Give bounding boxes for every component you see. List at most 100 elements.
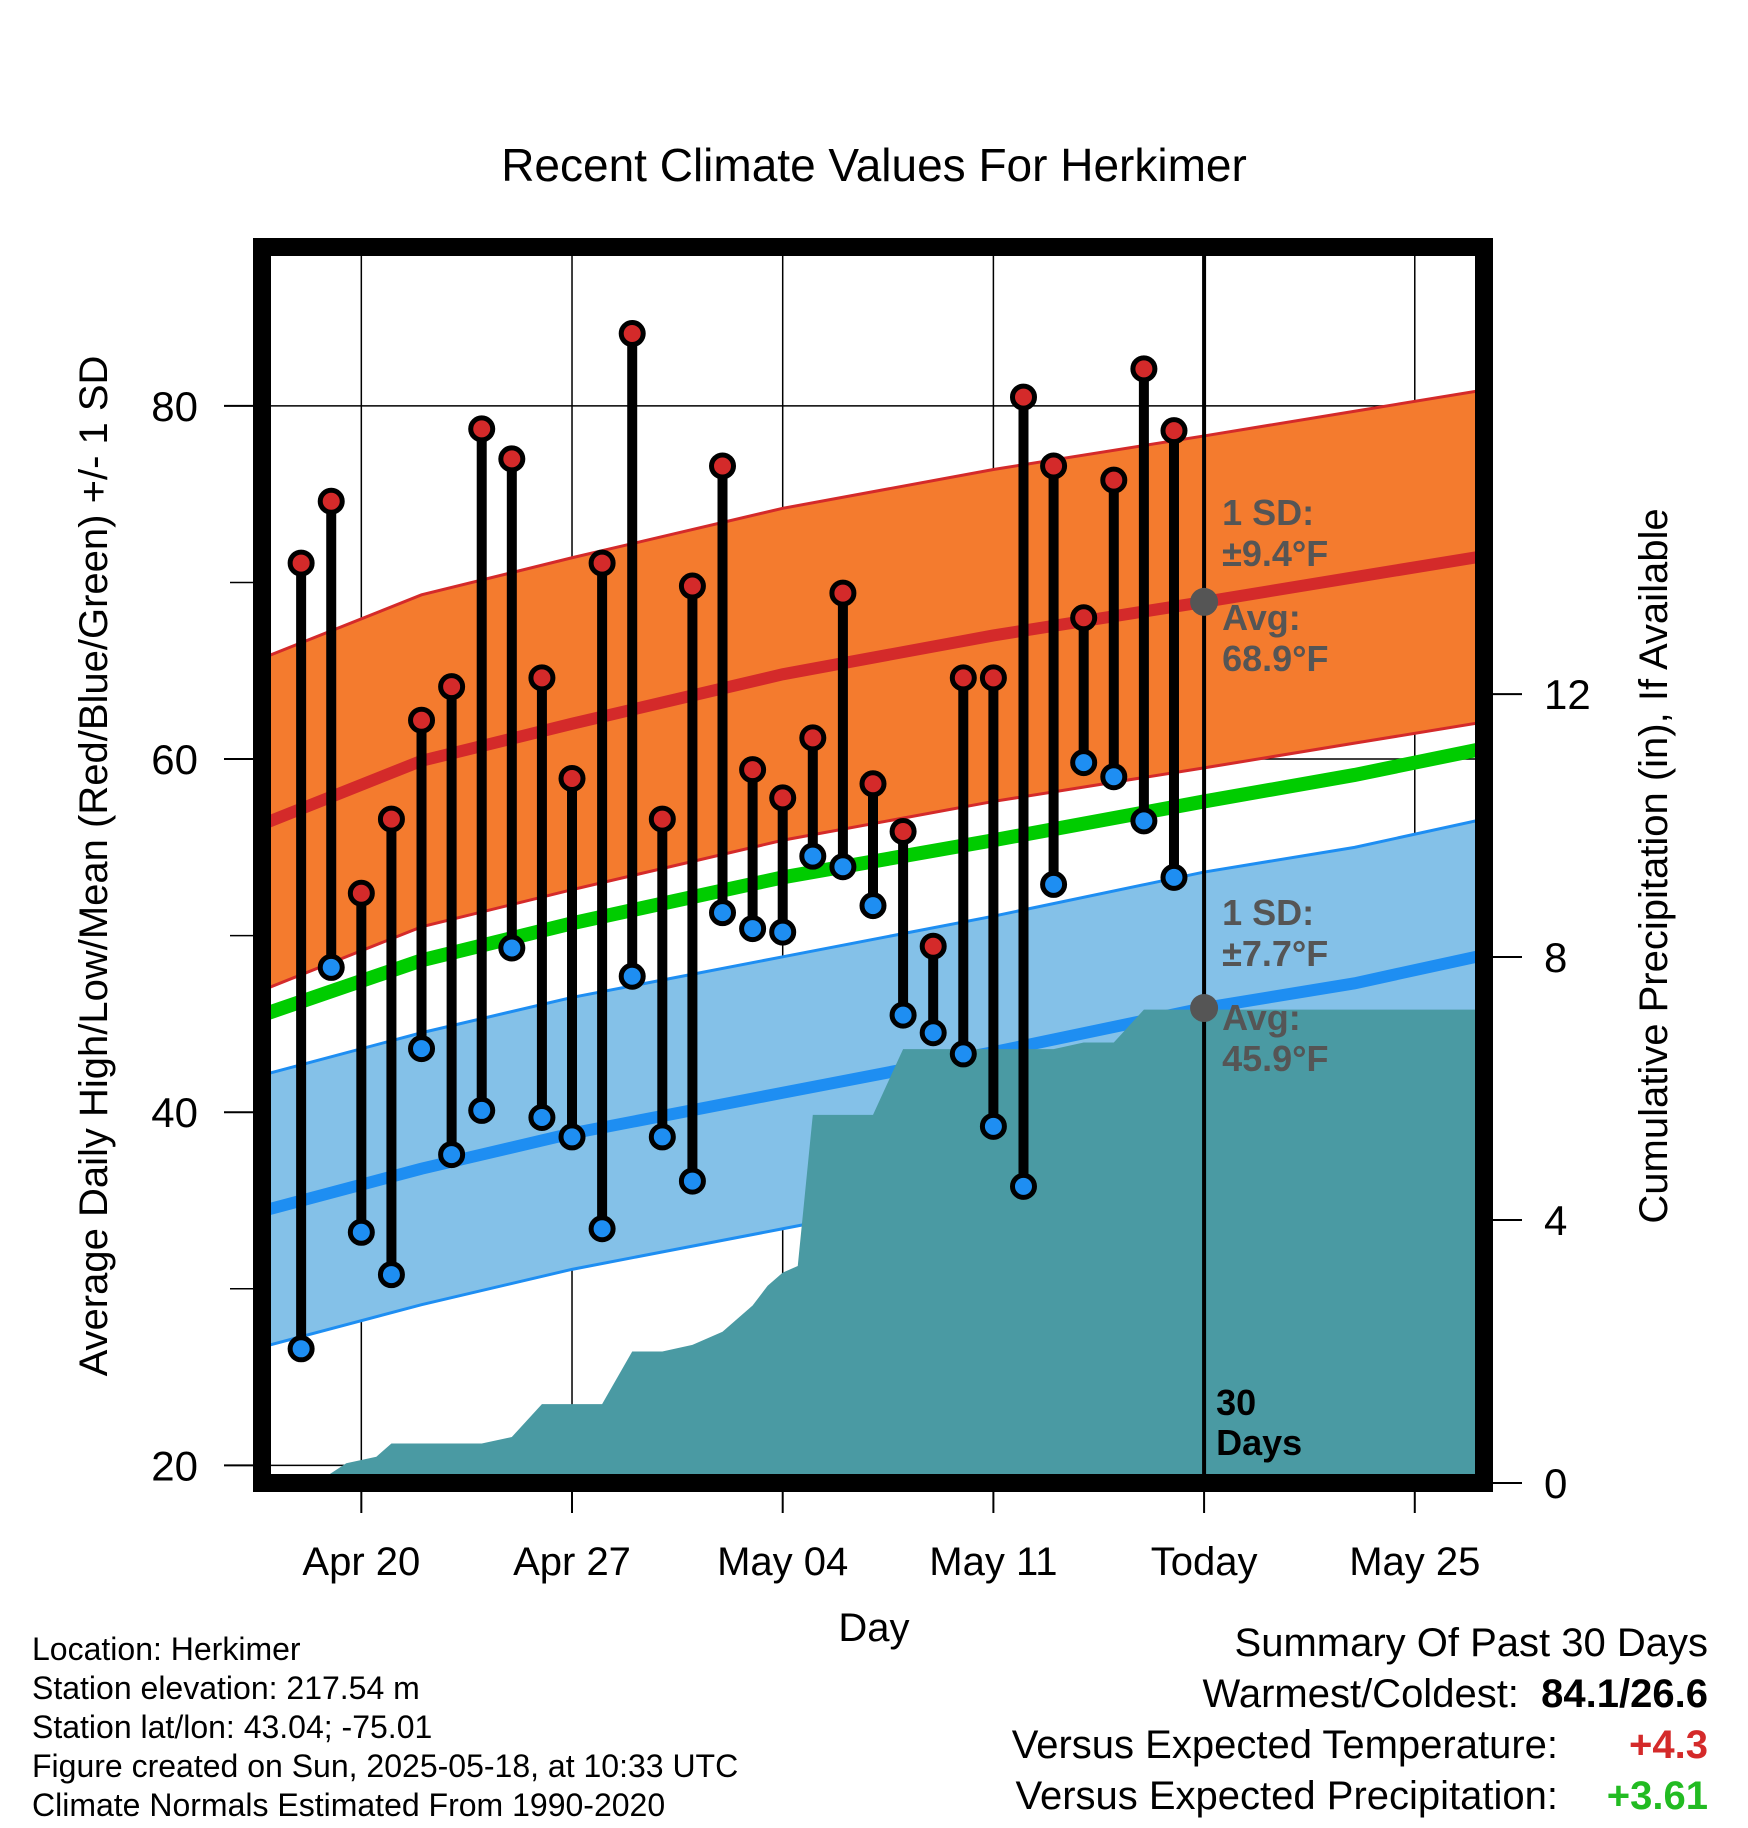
y-tick-label: 60: [151, 736, 198, 783]
low-avg-label: Avg:: [1222, 997, 1301, 1038]
low-normal-band: [262, 819, 1484, 1348]
precip-row: Versus Expected Precipitation: +3.61: [1012, 1771, 1708, 1822]
daily-low-point: [739, 915, 767, 943]
high-avg-label: Avg:: [1222, 597, 1301, 638]
daily-high-point: [1040, 452, 1068, 480]
low-avg-value: 45.9°F: [1222, 1038, 1328, 1079]
precipitation-area: [316, 1009, 1484, 1483]
station-info: Location: Herkimer Station elevation: 21…: [32, 1630, 738, 1825]
x-tick-label: Today: [1151, 1540, 1258, 1584]
daily-high-point: [859, 770, 887, 798]
daily-high-point: [1070, 604, 1098, 632]
daily-high-point: [468, 415, 496, 443]
daily-high-point: [1009, 383, 1037, 411]
x-tick-label: May 25: [1349, 1540, 1480, 1584]
today-high-avg-dot: [1190, 587, 1219, 616]
x-axis-label: Day: [838, 1606, 909, 1650]
daily-low-point: [317, 953, 345, 981]
daily-low-point: [1100, 763, 1128, 791]
daily-low-point: [859, 892, 887, 920]
daily-high-point: [558, 764, 586, 792]
daily-high-point: [709, 452, 737, 480]
axes: 20 40 60 80 0 4 8 12 Apr 20 Apr 27 May 04 May 11 Tod…: [151, 383, 1590, 1584]
daily-high-point: [919, 932, 947, 960]
latlon-text: Station lat/lon: 43.04; -75.01: [32, 1709, 433, 1745]
daily-high-point: [408, 706, 436, 734]
elevation-text: Station elevation: 217.54 m: [32, 1670, 420, 1706]
low-sd-value: ±7.7°F: [1222, 933, 1328, 974]
high-sd-label: 1 SD:: [1222, 492, 1314, 533]
temp-row: Versus Expected Temperature: +4.3: [1012, 1720, 1708, 1771]
days-word-label: Days: [1216, 1422, 1302, 1463]
today-low-avg-dot: [1190, 994, 1219, 1023]
daily-high-point: [799, 724, 827, 752]
high-band-upper-edge: [262, 388, 1484, 660]
daily-low-point: [558, 1123, 586, 1151]
high-avg-value: 68.9°F: [1222, 638, 1328, 679]
y2-tick-label: 4: [1544, 1197, 1567, 1244]
high-band-lower-edge: [262, 720, 1484, 992]
low-sd-label: 1 SD:: [1222, 892, 1314, 933]
precip-fill: [316, 1009, 1484, 1483]
daily-high-point: [1130, 355, 1158, 383]
low-band-upper-edge: [262, 817, 1484, 1077]
daily-high-point: [889, 817, 917, 845]
days-count-label: 30: [1216, 1382, 1256, 1423]
daily-low-point: [829, 853, 857, 881]
daily-low-point: [377, 1261, 405, 1289]
warm-cold-row: Warmest/Coldest: 84.1/26.6: [1012, 1669, 1708, 1720]
daily-low-point: [919, 1019, 947, 1047]
daily-temperature-bars: [287, 320, 1188, 1363]
daily-high-point: [1160, 417, 1188, 445]
warmest-value: 84.1: [1541, 1672, 1620, 1716]
y-tick-label: 80: [151, 383, 198, 430]
y2-axis-label: Cumulative Precipitation (in), If Availa…: [1632, 508, 1676, 1223]
daily-low-point: [889, 1001, 917, 1029]
daily-high-point: [979, 664, 1007, 692]
coldest-value: 26.6: [1630, 1672, 1708, 1716]
high-sd-value: ±9.4°F: [1222, 533, 1328, 574]
daily-high-point: [739, 756, 767, 784]
warm-cold-label: Warmest/Coldest:: [1202, 1672, 1519, 1716]
daily-high-point: [588, 549, 616, 577]
daily-high-point: [678, 572, 706, 600]
daily-low-point: [1040, 870, 1068, 898]
location-text: Location: Herkimer: [32, 1631, 301, 1667]
daily-low-point: [1160, 863, 1188, 891]
temp-value: +4.3: [1629, 1723, 1708, 1767]
daily-low-point: [709, 899, 737, 927]
daily-high-point: [769, 784, 797, 812]
daily-high-point: [377, 805, 405, 833]
daily-low-point: [799, 842, 827, 870]
x-tick-label: Apr 27: [513, 1540, 631, 1584]
daily-low-point: [347, 1218, 375, 1246]
y-tick-label: 20: [151, 1442, 198, 1489]
daily-low-point: [1070, 749, 1098, 777]
x-tick-label: May 04: [717, 1540, 848, 1584]
y-tick-label: 40: [151, 1089, 198, 1136]
created-text: Figure created on Sun, 2025-05-18, at 10…: [32, 1748, 739, 1784]
daily-low-point: [769, 918, 797, 946]
precip-value: +3.61: [1606, 1774, 1708, 1818]
warm-cold-slash: /: [1619, 1672, 1631, 1716]
daily-high-point: [1100, 466, 1128, 494]
daily-high-point: [949, 664, 977, 692]
daily-low-point: [648, 1123, 676, 1151]
daily-low-point: [468, 1096, 496, 1124]
daily-low-point: [528, 1103, 556, 1131]
summary-title: Summary Of Past 30 Days: [1234, 1621, 1708, 1665]
mean-normal-line: [262, 741, 1484, 1022]
daily-high-point: [648, 805, 676, 833]
normals-text: Climate Normals Estimated From 1990-2020: [32, 1787, 666, 1823]
daily-low-point: [1130, 807, 1158, 835]
daily-low-point: [588, 1215, 616, 1243]
x-tick-label: May 11: [929, 1540, 1057, 1584]
daily-low-point: [678, 1167, 706, 1195]
daily-low-point: [498, 934, 526, 962]
y2-tick-label: 8: [1544, 934, 1567, 981]
daily-high-point: [347, 879, 375, 907]
daily-high-point: [438, 673, 466, 701]
daily-low-point: [979, 1112, 1007, 1140]
daily-low-point: [618, 962, 646, 990]
